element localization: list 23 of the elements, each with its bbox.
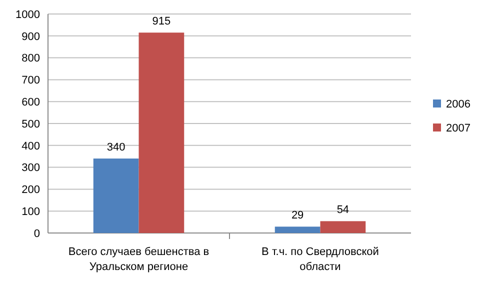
y-tick-label: 400 (22, 140, 40, 152)
y-tick-label: 900 (22, 30, 40, 43)
y-tick-label: 0 (34, 228, 40, 240)
data-label: 29 (291, 210, 304, 222)
x-tick-label: Всего случаев бешенства в Уральском регионе (68, 246, 210, 273)
y-tick-label: 1000 (16, 8, 40, 21)
y-tick-label: 200 (22, 184, 40, 196)
x-tick-label: В т.ч. по Свердловской области (262, 246, 379, 273)
y-tick-label: 600 (22, 96, 40, 108)
legend-label: 2007 (446, 122, 470, 134)
bar (138, 32, 184, 233)
legend-label: 2006 (446, 98, 470, 110)
bar (274, 226, 320, 233)
y-tick-label: 800 (22, 52, 40, 65)
bar (320, 221, 366, 233)
data-label: 340 (106, 142, 126, 154)
y-tick-label: 700 (22, 74, 40, 87)
data-label: 54 (336, 204, 350, 216)
bar (93, 158, 139, 233)
data-label: 915 (152, 16, 171, 28)
y-tick-label: 100 (22, 206, 40, 218)
y-tick-label: 300 (22, 162, 40, 174)
y-tick-label: 500 (22, 118, 40, 130)
